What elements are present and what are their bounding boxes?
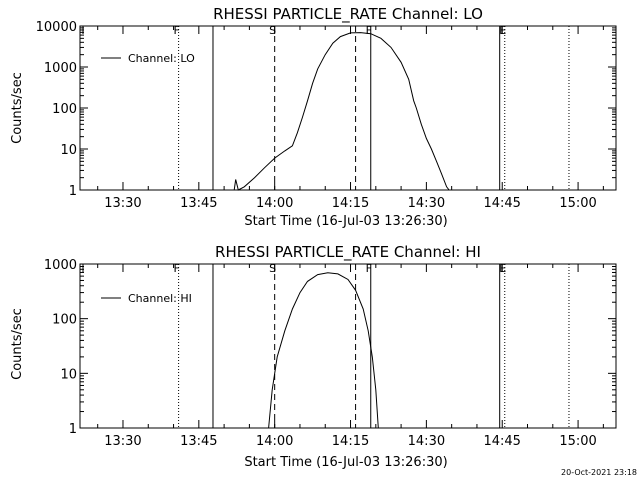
x-tick-label: 15:00 [559,196,596,211]
series-line-0 [268,272,379,429]
series-line-0 [233,32,450,191]
x-tick-label: 13:30 [104,434,141,449]
y-axis: 1 10 100 1000 [44,258,616,437]
legend-label: Channel: LO [128,52,195,65]
x-axis: 13:30 13:45 14:00 14:15 14:30 14:45 15:00 [97,264,604,449]
x-axis: 13:30 13:45 14:00 14:15 14:30 14:45 15:00 [97,26,604,211]
x-tick-label: 13:45 [180,196,217,211]
y-tick-label: 10 [60,143,77,158]
x-tick-label: 14:00 [256,434,293,449]
chart-title: RHESSI PARTICLE_RATE Channel: LO [213,5,483,24]
y-tick-label: 1000 [44,258,77,273]
marker-label-0: F [173,24,179,37]
x-tick-label: 14:15 [332,434,369,449]
x-axis-label: Start Time (16-Jul-03 13:26:30) [244,214,447,229]
marker-label-0: F [173,262,179,275]
x-tick-label: 14:30 [408,196,445,211]
y-tick-label: 1000 [44,61,77,76]
y-axis: 1 10 100 1000 10000 [36,20,616,199]
y-tick-label: 10 [60,367,77,382]
x-tick-label: 14:45 [483,434,520,449]
y-tick-label: 1 [69,184,77,199]
marker-label-4: F [366,24,372,37]
plot-frame [79,263,617,429]
y-tick-label: 10000 [36,20,77,35]
y-axis-label: Counts/sec [10,308,25,380]
y-tick-label: 1 [69,422,77,437]
marker-label-6: E [499,262,506,275]
marker-label-6: E [499,24,506,37]
x-axis-label: Start Time (16-Jul-03 13:26:30) [244,455,447,470]
x-tick-label: 14:30 [408,434,445,449]
series-group [268,272,379,429]
y-tick-label: 100 [52,102,77,117]
x-tick-label: 15:00 [559,434,596,449]
marker-label-4: F [366,262,372,275]
x-tick-label: 14:15 [332,196,369,211]
series-group [233,32,450,191]
x-tick-label: 14:00 [256,196,293,211]
y-axis-label: Counts/sec [10,72,25,144]
x-tick-label: 14:45 [483,196,520,211]
marker-label-2: S [269,262,276,275]
legend-label: Channel: HI [128,292,192,305]
x-tick-label: 13:30 [104,196,141,211]
footer-timestamp: 20-Oct-2021 23:18 [561,468,637,477]
y-tick-label: 100 [52,313,77,328]
x-tick-label: 13:45 [180,434,217,449]
chart-title: RHESSI PARTICLE_RATE Channel: HI [215,243,481,262]
marker-label-2: S [269,24,276,37]
